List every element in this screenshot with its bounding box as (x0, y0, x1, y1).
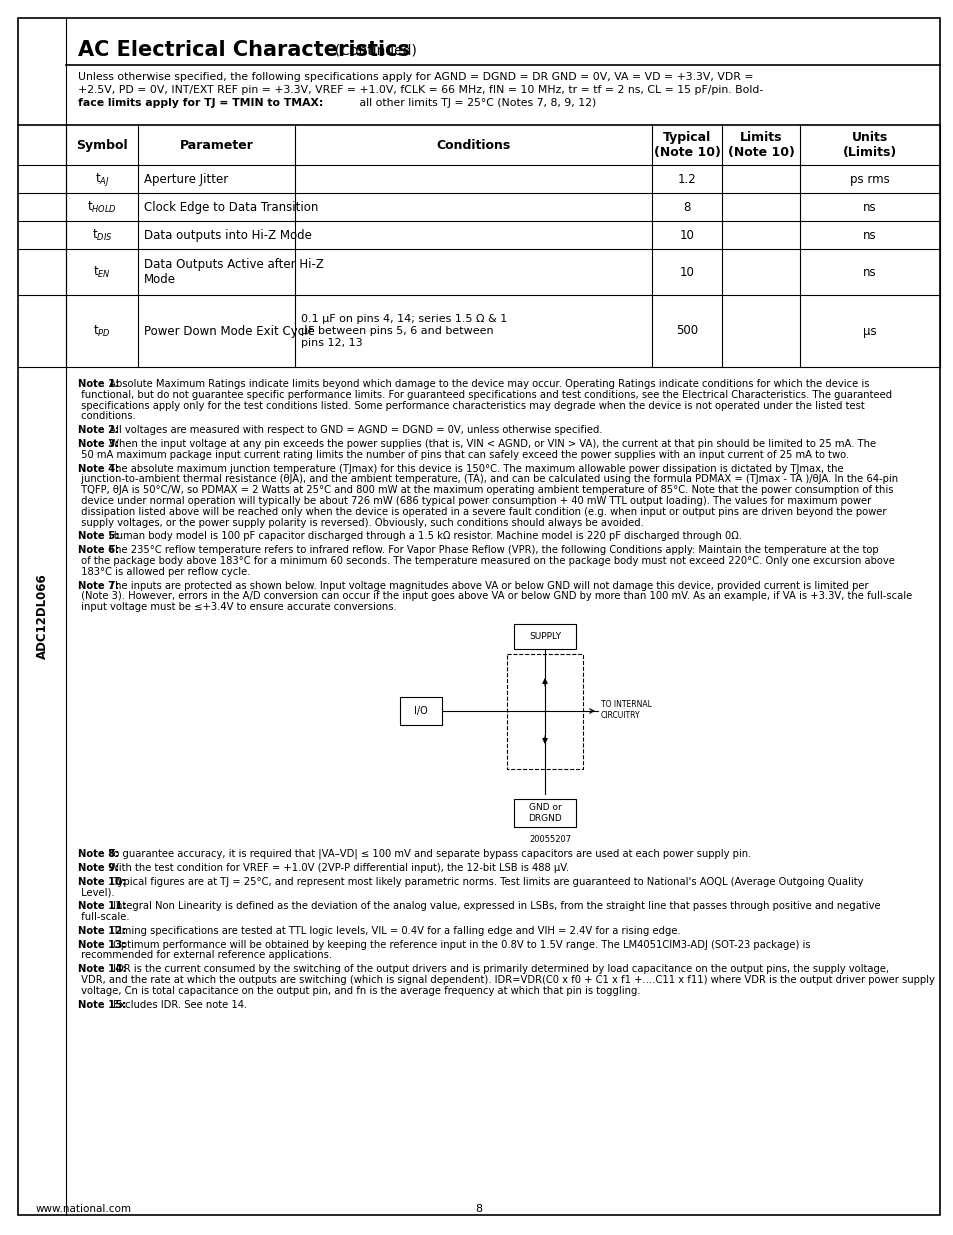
Text: Note 12:: Note 12: (78, 926, 126, 936)
Text: face limits apply for TJ = TMIN to TMAX:: face limits apply for TJ = TMIN to TMAX: (78, 98, 323, 107)
Text: Note 1:: Note 1: (78, 379, 119, 389)
Text: specifications apply only for the test conditions listed. Some performance chara: specifications apply only for the test c… (78, 400, 863, 410)
Text: Note 2:: Note 2: (78, 425, 119, 435)
Text: Limits
(Note 10): Limits (Note 10) (727, 131, 794, 159)
Text: The 235°C reflow temperature refers to infrared reflow. For Vapor Phase Reflow (: The 235°C reflow temperature refers to i… (106, 545, 878, 556)
Text: t$_{PD}$: t$_{PD}$ (93, 324, 111, 338)
Text: AC Electrical Characteristics: AC Electrical Characteristics (78, 40, 410, 61)
Text: www.national.com: www.national.com (36, 1204, 132, 1214)
Text: ns: ns (862, 266, 876, 279)
Text: ps rms: ps rms (849, 173, 889, 185)
Text: ns: ns (862, 228, 876, 242)
Text: Note 6:: Note 6: (78, 545, 119, 556)
Text: Note 5:: Note 5: (78, 531, 119, 541)
Text: Optimum performance will be obtained by keeping the reference input in the 0.8V : Optimum performance will be obtained by … (111, 940, 810, 950)
Text: 10: 10 (679, 266, 694, 279)
Text: 50 mA maximum package input current rating limits the number of pins that can sa: 50 mA maximum package input current rati… (78, 450, 848, 459)
Text: The absolute maximum junction temperature (TJmax) for this device is 150°C. The : The absolute maximum junction temperatur… (106, 463, 843, 473)
Text: Note 7:: Note 7: (78, 580, 119, 590)
Text: (Continued): (Continued) (326, 43, 416, 57)
Text: ADC12DL066: ADC12DL066 (35, 573, 49, 659)
Text: Units
(Limits): Units (Limits) (842, 131, 896, 159)
Text: Absolute Maximum Ratings indicate limits beyond which damage to the device may o: Absolute Maximum Ratings indicate limits… (106, 379, 869, 389)
Text: t$_{EN}$: t$_{EN}$ (93, 264, 111, 279)
Text: Note 9:: Note 9: (78, 863, 119, 873)
Text: When the input voltage at any pin exceeds the power supplies (that is, VIN < AGN: When the input voltage at any pin exceed… (106, 438, 876, 450)
Text: +2.5V, PD = 0V, INT/EXT REF pin = +3.3V, VREF = +1.0V, fCLK = 66 MHz, fIN = 10 M: +2.5V, PD = 0V, INT/EXT REF pin = +3.3V,… (78, 85, 762, 95)
Text: junction-to-ambient thermal resistance (θJA), and the ambient temperature, (TA),: junction-to-ambient thermal resistance (… (78, 474, 897, 484)
Text: Aperture Jitter: Aperture Jitter (144, 173, 228, 185)
Text: Timing specifications are tested at TTL logic levels, VIL = 0.4V for a falling e: Timing specifications are tested at TTL … (111, 926, 680, 936)
Text: 183°C is allowed per reflow cycle.: 183°C is allowed per reflow cycle. (78, 567, 251, 577)
Text: Unless otherwise specified, the following specifications apply for AGND = DGND =: Unless otherwise specified, the followin… (78, 72, 753, 82)
Text: Typical figures are at TJ = 25°C, and represent most likely parametric norms. Te: Typical figures are at TJ = 25°C, and re… (111, 877, 862, 887)
Bar (514, 624, 576, 650)
Text: Note 3:: Note 3: (78, 438, 119, 450)
Text: t$_{HOLD}$: t$_{HOLD}$ (87, 199, 117, 215)
Text: Power Down Mode Exit Cycle: Power Down Mode Exit Cycle (144, 325, 314, 337)
Text: all other limits TJ = 25°C (Notes 7, 8, 9, 12): all other limits TJ = 25°C (Notes 7, 8, … (355, 98, 596, 107)
Text: 8: 8 (682, 200, 690, 214)
Text: Note 14:: Note 14: (78, 965, 127, 974)
Text: 20055207: 20055207 (528, 835, 571, 844)
Bar (506, 655, 582, 769)
Text: VDR, and the rate at which the outputs are switching (which is signal dependent): VDR, and the rate at which the outputs a… (78, 974, 934, 986)
Text: μs: μs (862, 325, 876, 337)
Text: ns: ns (862, 200, 876, 214)
Text: Typical
(Note 10): Typical (Note 10) (653, 131, 720, 159)
Text: Note 15:: Note 15: (78, 999, 126, 1009)
Text: Note 10:: Note 10: (78, 877, 126, 887)
Text: All voltages are measured with respect to GND = AGND = DGND = 0V, unless otherwi: All voltages are measured with respect t… (106, 425, 602, 435)
Text: GND or
DRGND: GND or DRGND (528, 803, 561, 823)
Text: supply voltages, or the power supply polarity is reversed). Obviously, such cond: supply voltages, or the power supply pol… (78, 517, 643, 527)
Text: Note 4:: Note 4: (78, 463, 119, 473)
Text: conditions.: conditions. (78, 411, 135, 421)
Bar (399, 697, 441, 725)
Text: Data Outputs Active after Hi-Z
Mode: Data Outputs Active after Hi-Z Mode (144, 258, 323, 287)
Bar (514, 799, 576, 827)
Text: dissipation listed above will be reached only when the device is operated in a s: dissipation listed above will be reached… (78, 506, 885, 516)
Text: device under normal operation will typically be about 726 mW (686 typical power : device under normal operation will typic… (78, 496, 870, 506)
Text: of the package body above 183°C for a minimum 60 seconds. The temperature measur: of the package body above 183°C for a mi… (78, 556, 894, 566)
Text: Conditions: Conditions (436, 138, 510, 152)
Text: recommended for external reference applications.: recommended for external reference appli… (78, 951, 332, 961)
Text: t$_{AJ}$: t$_{AJ}$ (94, 170, 110, 188)
Text: input voltage must be ≤+3.4V to ensure accurate conversions.: input voltage must be ≤+3.4V to ensure a… (78, 603, 396, 613)
Text: Note 11:: Note 11: (78, 902, 127, 911)
Text: voltage, Cn is total capacitance on the output pin, and fn is the average freque: voltage, Cn is total capacitance on the … (78, 986, 640, 995)
Text: I/O: I/O (414, 706, 428, 716)
Text: 10: 10 (679, 228, 694, 242)
Text: functional, but do not guarantee specific performance limits. For guaranteed spe: functional, but do not guarantee specifi… (78, 390, 891, 400)
Text: To guarantee accuracy, it is required that |VA–VD| ≤ 100 mV and separate bypass : To guarantee accuracy, it is required th… (106, 848, 751, 860)
Text: Symbol: Symbol (76, 138, 128, 152)
Text: Integral Non Linearity is defined as the deviation of the analog value, expresse: Integral Non Linearity is defined as the… (111, 902, 880, 911)
Text: 500: 500 (676, 325, 698, 337)
Text: Data outputs into Hi-Z Mode: Data outputs into Hi-Z Mode (144, 228, 312, 242)
Text: t$_{DIS}$: t$_{DIS}$ (91, 227, 112, 242)
Text: TO INTERNAL
CIRCUITRY: TO INTERNAL CIRCUITRY (600, 700, 651, 720)
Text: Clock Edge to Data Transition: Clock Edge to Data Transition (144, 200, 318, 214)
Text: 8: 8 (475, 1204, 482, 1214)
Text: With the test condition for VREF = +1.0V (2VP-P differential input), the 12-bit : With the test condition for VREF = +1.0V… (106, 863, 569, 873)
Text: TQFP, θJA is 50°C/W, so PDMAX = 2 Watts at 25°C and 800 mW at the maximum operat: TQFP, θJA is 50°C/W, so PDMAX = 2 Watts … (78, 485, 893, 495)
Text: 0.1 μF on pins 4, 14; series 1.5 Ω & 1
μF between pins 5, 6 and between
pins 12,: 0.1 μF on pins 4, 14; series 1.5 Ω & 1 μ… (301, 315, 507, 347)
Text: SUPPLY: SUPPLY (528, 632, 560, 641)
Text: Level).: Level). (78, 888, 114, 898)
Text: Excludes IDR. See note 14.: Excludes IDR. See note 14. (111, 999, 247, 1009)
Text: Note 8:: Note 8: (78, 848, 119, 860)
Text: 1.2: 1.2 (677, 173, 696, 185)
Text: Parameter: Parameter (179, 138, 253, 152)
Text: full-scale.: full-scale. (78, 911, 130, 923)
Text: Human body model is 100 pF capacitor discharged through a 1.5 kΩ resistor. Machi: Human body model is 100 pF capacitor dis… (106, 531, 741, 541)
Text: Note 13:: Note 13: (78, 940, 126, 950)
Text: (Note 3). However, errors in the A/D conversion can occur if the input goes abov: (Note 3). However, errors in the A/D con… (78, 592, 911, 601)
Text: IDR is the current consumed by the switching of the output drivers and is primar: IDR is the current consumed by the switc… (111, 965, 888, 974)
Text: The inputs are protected as shown below. Input voltage magnitudes above VA or be: The inputs are protected as shown below.… (106, 580, 868, 590)
